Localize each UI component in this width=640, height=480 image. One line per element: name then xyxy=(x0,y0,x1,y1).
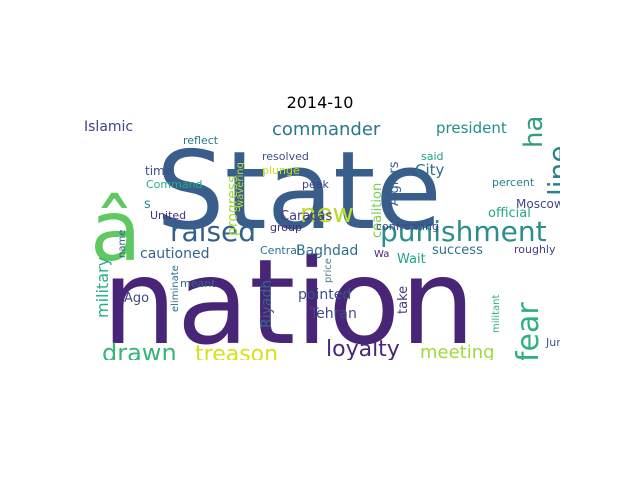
cloud-word-riyadh: Riyadh xyxy=(259,280,275,328)
cloud-word-raised: raised xyxy=(170,215,256,248)
cloud-word-said: said xyxy=(421,150,444,163)
cloud-word-tehran: Tehran xyxy=(309,306,357,322)
cloud-word-coalition: coalition xyxy=(370,183,385,238)
cloud-word-roughly: roughly xyxy=(514,243,556,256)
cloud-word-eliminate: eliminate xyxy=(170,265,181,312)
cloud-word-wavering: wavering xyxy=(235,162,246,208)
cloud-word-june: June xyxy=(545,336,560,349)
cloud-word-drawn: drawn xyxy=(102,339,177,360)
cloud-word-treason: treason xyxy=(195,342,278,360)
cloud-word-time: time xyxy=(145,164,172,178)
cloud-word-wait: Wait xyxy=(397,252,426,267)
figure-title: 2014-10 xyxy=(286,93,354,112)
cloud-word-algiers: Algiers xyxy=(387,161,402,206)
cloud-word-plunge: plunge xyxy=(262,164,300,177)
cloud-word-cautioned: cautioned xyxy=(140,246,209,262)
cloud-word-islamic: Islamic xyxy=(84,119,133,135)
cloud-word-military: military xyxy=(93,257,112,318)
cloud-word-word-2: â xyxy=(90,182,141,280)
cloud-word-official: official xyxy=(488,206,531,221)
cloud-word-progress: progress xyxy=(225,176,241,236)
cloud-word-confronting: confronting xyxy=(376,220,439,233)
cloud-word-ha: ha xyxy=(519,118,549,148)
cloud-word-meeting: meeting xyxy=(420,342,495,360)
cloud-word-loyalty: loyalty xyxy=(326,337,400,360)
cloud-word-pointed: pointed xyxy=(298,287,351,303)
cloud-word-peak: peak xyxy=(302,178,329,191)
cloud-word-moscow: Moscow xyxy=(516,197,560,211)
cloud-word-president: president xyxy=(436,119,507,137)
cloud-word-commander: commander xyxy=(272,119,381,140)
cloud-word-percent: percent xyxy=(492,176,535,189)
cloud-word-baghdad: Baghdad xyxy=(296,243,358,259)
cloud-word-new: new xyxy=(300,199,354,229)
cloud-word-name: name xyxy=(117,230,128,258)
cloud-word-resolved: resolved xyxy=(262,150,309,163)
cloud-word-nation: nation xyxy=(102,233,475,360)
cloud-word-meant: meant xyxy=(180,277,216,290)
cloud-word-group: group xyxy=(270,221,302,234)
cloud-word-city: City xyxy=(415,161,445,179)
cloud-word-central: Central xyxy=(260,244,300,257)
word-cloud: nation State â new punishment raised line ha fea… xyxy=(80,118,560,360)
cloud-word-fear: fear xyxy=(511,302,546,360)
cloud-word-united: United xyxy=(150,209,186,222)
cloud-word-caracas: Caracas xyxy=(280,209,332,224)
cloud-word-price: price xyxy=(323,258,334,283)
cloud-word-take: take xyxy=(396,286,411,314)
cloud-word-punishment: punishment xyxy=(380,215,547,248)
cloud-word-wa: Wa xyxy=(374,249,389,260)
cloud-word-ago: Ago xyxy=(124,291,149,306)
cloud-word-line: line xyxy=(542,145,560,196)
cloud-word-success: success xyxy=(432,243,483,258)
cloud-word-militant: militant xyxy=(491,295,502,333)
cloud-word-state: State xyxy=(156,129,442,254)
cloud-word-command: Command xyxy=(146,178,203,191)
cloud-word-s: s xyxy=(144,197,151,212)
cloud-word-reflect: reflect xyxy=(183,134,219,147)
